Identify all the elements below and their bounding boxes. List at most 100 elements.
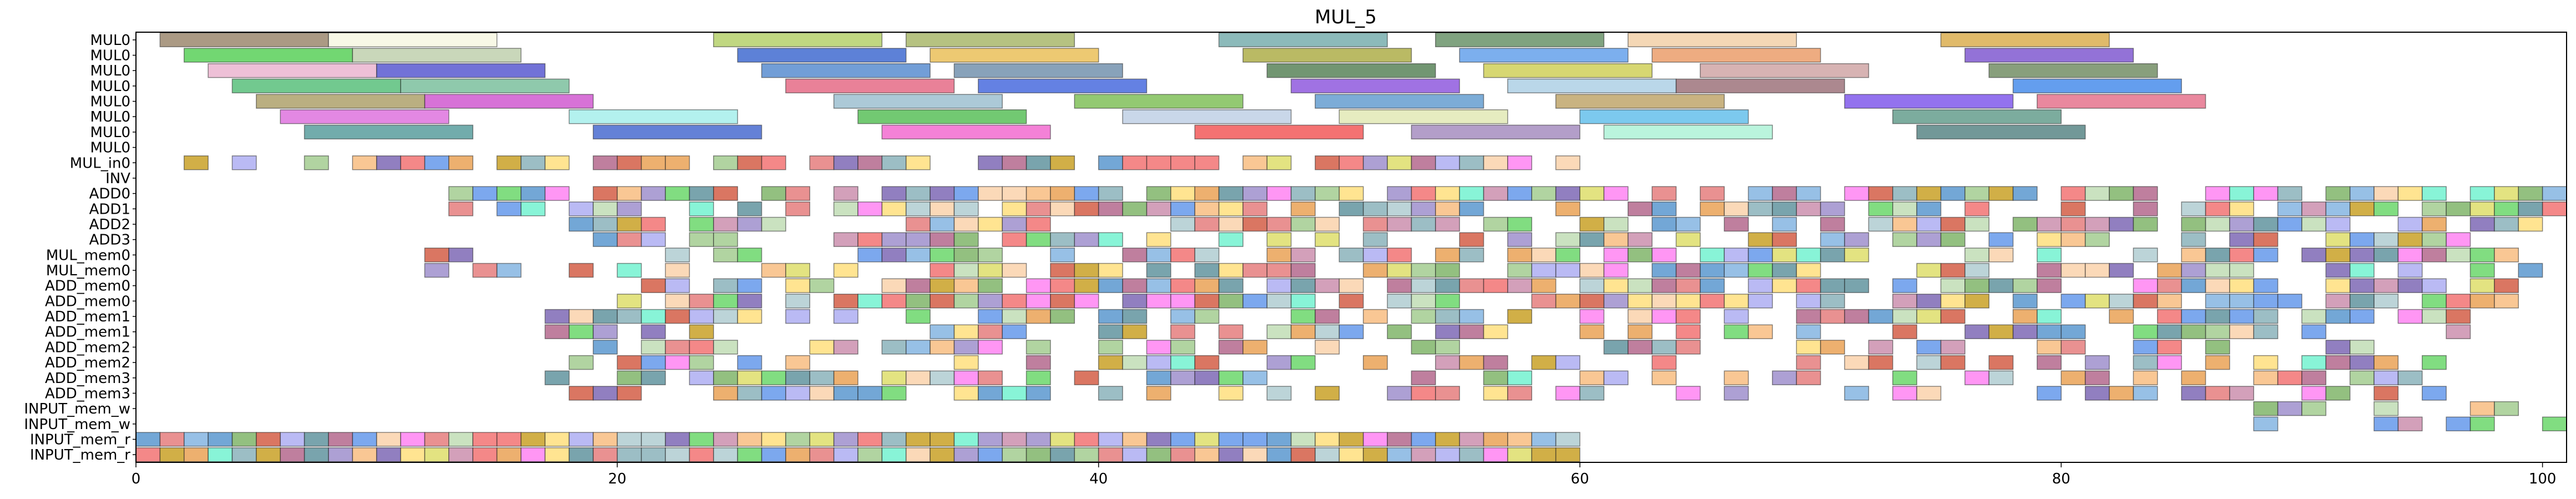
cell-bar [1338,432,1364,447]
cell-bar [2349,340,2375,355]
cell-bar [617,370,642,385]
cell-bar [1579,186,1605,201]
cell-bar [1820,294,1845,309]
task-bar [1627,32,1797,48]
cell-bar [2229,201,2254,216]
cell-bar [1988,186,2014,201]
cell-bar [1435,309,1460,324]
cell-bar [617,232,642,247]
cell-bar [1507,278,1532,293]
cell-bar [689,201,714,216]
cell-bar [2060,232,2086,247]
cell-bar [713,155,738,170]
cell-bar [1507,370,1532,385]
cell-bar [2373,294,2399,309]
cell-bar [737,248,762,263]
cell-bar [857,386,883,401]
cell-bar [2012,216,2038,232]
cell-bar [1483,216,1508,232]
cell-bar [521,186,545,201]
cell-bar [1916,355,1942,370]
cell-bar [1820,216,1845,232]
cell-bar [833,186,858,201]
cell-bar [1820,232,1845,247]
cell-bar [640,432,666,447]
cell-bar [1724,309,1749,324]
cell-bar [1194,216,1220,232]
cell-bar [1098,355,1123,370]
cell-bar [1146,186,1171,201]
cell-bar [1772,216,1797,232]
cell-bar [2157,340,2182,355]
cell-bar [1098,155,1123,170]
cell-bar [857,432,883,447]
cell-bar [2373,401,2399,416]
task-bar [1122,109,1292,124]
cell-bar [328,432,353,447]
cell-bar [1266,278,1292,293]
cell-bar [2469,416,2495,432]
cell-bar [2109,216,2134,232]
cell-bar [424,432,449,447]
cell-bar [905,447,931,462]
cell-bar [159,432,185,447]
cell-bar [1892,278,1917,293]
cell-bar [1411,186,1436,201]
cell-bar [737,370,762,385]
cell-bar [1194,155,1220,170]
cell-bar [1026,447,1051,462]
cell-bar [593,447,618,462]
cell-bar [2422,355,2447,370]
cell-bar [1603,232,1629,247]
cell-bar [857,201,883,216]
cell-bar [1362,309,1388,324]
cell-bar [2060,263,2086,278]
cell-bar [2133,370,2158,385]
cell-bar [1362,447,1388,462]
cell-bar [448,155,473,170]
cell-bar [1387,186,1412,201]
cell-bar [1747,201,1773,216]
row-label: ADD_mem0 [45,278,130,295]
cell-bar [930,186,955,201]
cell-bar [1988,248,2014,263]
cell-bar [713,386,738,401]
cell-bar [448,186,473,201]
cell-bar [521,155,545,170]
cell-bar [1050,294,1075,309]
cell-bar [2518,263,2543,278]
cell-bar [2181,216,2206,232]
task-bar [1844,94,2014,109]
cell-bar [1844,248,1870,263]
cell-bar [2373,278,2399,293]
cell-bar [2181,309,2206,324]
cell-bar [833,309,858,324]
row-label: MUL_mem0 [46,263,130,279]
cell-bar [2349,201,2375,216]
bars-layer [135,32,2567,462]
cell-bar [1026,232,1051,247]
plot-frame [135,32,2567,463]
cell-bar [665,186,690,201]
cell-bar [953,201,979,216]
cell-bar [1242,155,1267,170]
cell-bar [2349,248,2375,263]
cell-bar [376,432,401,447]
cell-bar [2469,401,2495,416]
row-label: ADD2 [89,216,130,233]
cell-bar [665,155,690,170]
cell-bar [1868,355,1893,370]
cell-bar [1675,340,1701,355]
cell-bar [1772,248,1797,263]
cell-bar [1050,186,1075,201]
cell-bar [2253,309,2279,324]
cell-bar [1194,186,1220,201]
cell-bar [1387,155,1412,170]
task-bar [930,48,1099,63]
task-bar [1290,78,1460,94]
cell-bar [881,370,907,385]
cell-bar [1146,232,1171,247]
cell-bar [1892,232,1917,247]
cell-bar [2253,370,2279,385]
cell-bar [1290,432,1316,447]
